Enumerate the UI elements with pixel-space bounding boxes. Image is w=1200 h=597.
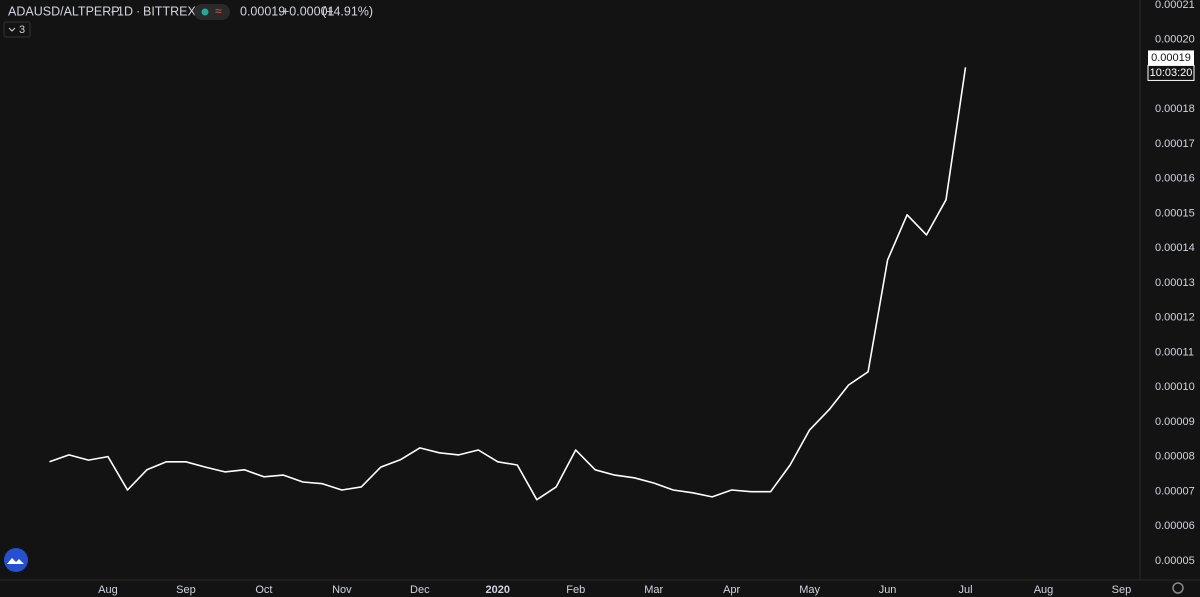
chevron (8, 27, 16, 32)
indicators-toggle[interactable] (3, 21, 31, 38)
x-tick-label: Dec (410, 584, 430, 596)
x-tick-label: Jun (879, 584, 897, 596)
y-tick-label: 0.00007 (1155, 485, 1195, 497)
indicators-count: 3 (19, 24, 25, 36)
price-label-box (1148, 50, 1194, 66)
y-tick-label: 0.00013 (1155, 277, 1195, 289)
price-label: 0.00019 (1151, 52, 1191, 64)
symbol[interactable]: ADAUSD/ALTPERP (8, 4, 120, 18)
countdown: 10:03:20 (1150, 67, 1193, 79)
price-line (49, 67, 967, 501)
change: +0.00001 (282, 4, 335, 18)
x-tick-label: Aug (1034, 584, 1054, 596)
x-tick-label: Mar (644, 584, 663, 596)
x-tick-label: Feb (566, 584, 585, 596)
x-tick-label: May (799, 584, 820, 596)
data-status: ≈ (215, 4, 222, 18)
interval[interactable]: 1D (117, 4, 133, 18)
separator: · (136, 4, 140, 18)
y-tick-label: 0.00017 (1155, 138, 1195, 150)
separator: · (110, 4, 114, 18)
x-tick-label: Nov (332, 584, 352, 596)
x-tick-label: Oct (255, 584, 272, 596)
logo-mark (7, 558, 24, 564)
exchange[interactable]: BITTREX (143, 4, 196, 18)
y-tick-label: 0.00006 (1155, 520, 1195, 532)
y-tick-label: 0.00020 (1155, 34, 1195, 46)
y-tick-label: 0.00011 (1155, 346, 1194, 358)
settings[interactable] (1172, 582, 1184, 594)
logo[interactable] (4, 548, 28, 572)
x-tick-label: Aug (98, 584, 118, 596)
x-tick-label: Jul (958, 584, 972, 596)
x-tick-label: Sep (1112, 584, 1132, 596)
y-tick-label: 0.00014 (1155, 242, 1195, 254)
market-status (201, 8, 209, 16)
x-tick-label: Apr (723, 584, 740, 596)
y-tick-label: 0.00009 (1155, 416, 1195, 428)
x-tick-label: 2020 (486, 584, 510, 596)
countdown-box (1147, 64, 1195, 81)
y-tick-label: 0.00008 (1155, 451, 1195, 463)
y-tick-label: 0.00010 (1155, 381, 1195, 393)
y-tick-label: 0.00016 (1155, 173, 1195, 185)
y-tick-label: 0.00005 (1155, 555, 1195, 567)
y-tick-label: 0.00018 (1155, 103, 1195, 115)
last-price: 0.00019 (240, 4, 285, 18)
y-tick-label: 0.00012 (1155, 312, 1195, 324)
x-tick-label: Sep (176, 584, 196, 596)
y-tick-label: 0.00015 (1155, 207, 1195, 219)
y-tick-label: 0.00021 (1155, 0, 1195, 11)
change-percent: (+4.91%) (322, 4, 373, 18)
status-pill[interactable] (194, 4, 230, 20)
